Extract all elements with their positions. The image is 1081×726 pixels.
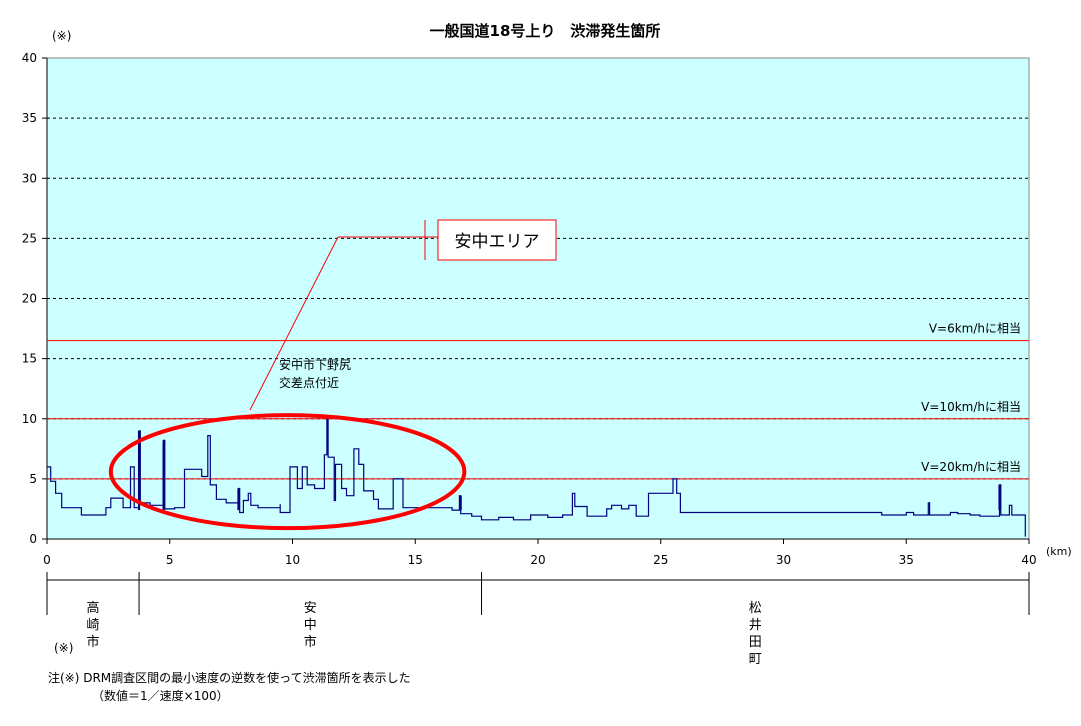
y-tick-label-40: 40 <box>22 51 37 65</box>
reference-line-label-2: V=20km/hに相当 <box>921 460 1021 474</box>
point-callout-line2: 交差点付近 <box>279 375 339 390</box>
y-tick-label-20: 20 <box>22 292 37 306</box>
x-tick-label-25: 25 <box>653 553 668 567</box>
y-tick-label-30: 30 <box>22 171 37 185</box>
note-line2: （数値＝1／速度×100） <box>92 689 229 703</box>
y-tick-label-35: 35 <box>22 111 37 125</box>
y-tick-label-10: 10 <box>22 412 37 426</box>
chart-title: 一般国道18号上り 渋滞発生箇所 <box>430 22 661 40</box>
y-tick-label-15: 15 <box>22 352 37 366</box>
callout-leader-diagonal <box>249 236 339 411</box>
y-axis-label: (※) <box>52 29 71 43</box>
series-line <box>47 418 1026 537</box>
region-label-1-2: 市 <box>304 634 317 650</box>
y-tick-label-5: 5 <box>29 472 37 486</box>
x-tick-label-5: 5 <box>166 553 174 567</box>
highlight-ellipse <box>108 413 467 531</box>
reference-line-label-0: V=6km/hに相当 <box>929 322 1021 336</box>
x-tick-label-0: 0 <box>43 553 51 567</box>
region-label-0-1: 崎 <box>87 618 100 633</box>
region-label-0-2: 市 <box>87 634 100 650</box>
point-callout-line1: 安中市下野尻 <box>279 357 351 372</box>
x-tick-label-30: 30 <box>776 553 791 567</box>
x-tick-label-40: 40 <box>1021 553 1036 567</box>
x-tick-label-10: 10 <box>285 553 300 567</box>
x-tick-label-35: 35 <box>899 553 914 567</box>
x-tick-label-20: 20 <box>530 553 545 567</box>
region-label-0-0: 高 <box>87 600 100 616</box>
region-label-1-0: 安 <box>304 601 317 616</box>
region-label-1-1: 中 <box>304 618 317 633</box>
region-label-2-3: 町 <box>749 652 762 667</box>
y-tick-label-25: 25 <box>22 231 37 245</box>
area-callout-label: 安中エリア <box>455 232 540 252</box>
reference-line-label-1: V=10km/hに相当 <box>921 400 1021 414</box>
x-tick-label-15: 15 <box>408 553 423 567</box>
region-label-2-1: 井 <box>749 618 762 633</box>
note-line1: 注(※) DRM調査区間の最小速度の逆数を使って渋滞箇所を表示した <box>48 671 411 685</box>
note-asterisk: (※) <box>54 641 74 655</box>
area-callout-box <box>437 219 557 261</box>
x-axis-label: (km) <box>1046 545 1072 558</box>
region-label-2-2: 田 <box>749 635 762 650</box>
y-tick-label-0: 0 <box>29 532 37 546</box>
region-label-2-0: 松 <box>749 601 762 616</box>
